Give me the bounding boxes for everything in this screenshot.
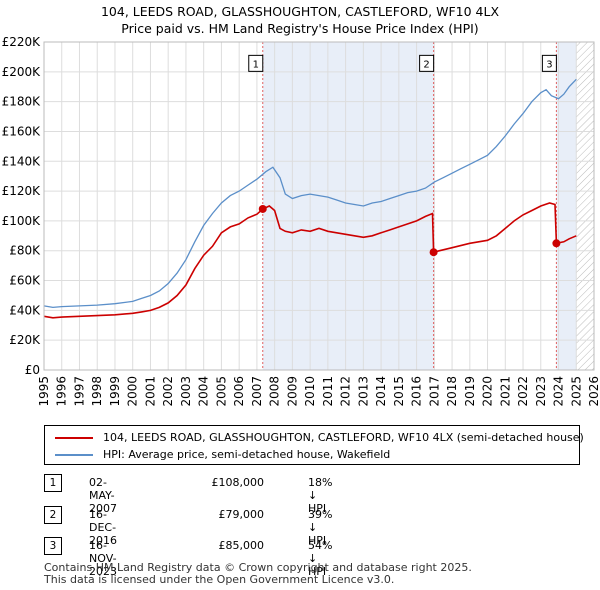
x-tick-label: 2003	[179, 376, 193, 407]
transaction-date: 16-NOV-2023	[89, 539, 117, 578]
x-tick-label: 1999	[108, 376, 122, 407]
x-tick-label: 2004	[197, 376, 211, 407]
x-tick-label: 2026	[587, 376, 600, 407]
sale-label-box	[541, 54, 557, 72]
price-chart: £0 £20K £40K £60K £80K £100K £120K £140K £160K £1…	[2, 35, 600, 407]
footer-license: This data is licensed under the Open Gov…	[44, 573, 395, 586]
sale-label-box	[248, 54, 264, 72]
x-tick-label: 2013	[356, 376, 370, 407]
chart-title-address: 104, LEEDS ROAD, GLASSHOUGHTON, CASTLEFO…	[100, 4, 500, 19]
x-tick-label: 1997	[72, 376, 86, 407]
sale-label-number: 3	[546, 59, 552, 70]
y-tick-label: £0	[25, 363, 40, 377]
x-tick-label: 2002	[161, 376, 175, 407]
x-tick-label: 2024	[552, 376, 566, 407]
x-tick-label: 2010	[303, 376, 317, 407]
transaction-date: 16-DEC-2016	[89, 508, 117, 547]
x-tick-label: 2011	[321, 376, 335, 407]
x-tick-label: 2023	[534, 376, 548, 407]
y-tick-label: £20K	[9, 333, 41, 347]
transaction-number: 3	[44, 537, 62, 555]
x-tick-label: 2007	[250, 376, 264, 407]
y-tick-label: £140K	[2, 154, 42, 168]
x-tick-label: 2014	[374, 376, 388, 407]
x-tick-label: 2016	[410, 376, 424, 407]
legend-label-property: 104, LEEDS ROAD, GLASSHOUGHTON, CASTLEFO…	[103, 431, 584, 444]
transaction-price: £79,000	[218, 508, 265, 521]
sale-label-number: 2	[423, 59, 429, 70]
y-tick-label: £120K	[2, 184, 42, 198]
y-tick-label: £80K	[9, 244, 41, 258]
y-tick-label: £160K	[2, 124, 42, 138]
property-price-line	[43, 202, 577, 319]
x-tick-label: 2020	[481, 376, 495, 407]
transaction-date: 02-MAY-2007	[89, 476, 117, 515]
legend-swatch-property	[55, 437, 93, 439]
x-tick-label: 2025	[569, 376, 583, 407]
transaction-number: 2	[44, 506, 62, 524]
transaction-hpi-diff: 39% ↓ HPI	[308, 508, 333, 547]
legend-swatch-hpi	[55, 454, 93, 456]
x-tick-label: 1996	[55, 376, 69, 407]
y-tick-label: £180K	[2, 95, 42, 109]
x-tick-label: 2005	[214, 376, 228, 407]
y-tick-label: £40K	[9, 303, 41, 317]
x-tick-label: 1995	[37, 376, 51, 407]
y-tick-label: £200K	[2, 65, 42, 79]
sale-point	[258, 204, 267, 213]
y-tick-label: £60K	[9, 274, 41, 288]
footer-copyright: Contains HM Land Registry data © Crown c…	[44, 561, 472, 574]
plot-border	[43, 41, 595, 371]
period-shade-1-2	[262, 42, 434, 370]
x-tick-label: 2021	[498, 376, 512, 407]
x-tick-label: 2015	[392, 376, 406, 407]
chart-legend: 104, LEEDS ROAD, GLASSHOUGHTON, CASTLEFO…	[44, 425, 584, 465]
x-tick-label: 2017	[427, 376, 441, 407]
transaction-price: £108,000	[211, 476, 265, 489]
x-tick-label: 2000	[126, 376, 140, 407]
sale-label-box	[419, 54, 435, 72]
x-tick-label: 1998	[90, 376, 104, 407]
x-tick-label: 2008	[268, 376, 282, 407]
sale-point	[429, 248, 438, 257]
future-hatch	[576, 42, 594, 370]
x-tick-label: 2006	[232, 376, 246, 407]
x-tick-label: 2018	[445, 376, 459, 407]
transaction-hpi-diff: 54% ↓ HPI	[308, 539, 333, 578]
y-tick-label: £220K	[2, 35, 42, 49]
sale-label-number: 1	[253, 59, 259, 70]
transaction-price: £85,000	[218, 539, 265, 552]
x-tick-label: 2012	[339, 376, 353, 407]
x-tick-label: 2019	[463, 376, 477, 407]
hpi-line	[43, 78, 577, 309]
x-tick-label: 2022	[516, 376, 530, 407]
x-tick-label: 2009	[285, 376, 299, 407]
x-tick-label: 2001	[143, 376, 157, 407]
y-tick-label: £100K	[2, 214, 42, 228]
transaction-number: 1	[44, 474, 62, 492]
sale-point	[552, 239, 561, 248]
legend-label-hpi: HPI: Average price, semi-detached house,…	[103, 448, 391, 461]
period-shade-3-now	[556, 42, 577, 370]
chart-subtitle: Price paid vs. HM Land Registry's House …	[121, 21, 479, 36]
transaction-hpi-diff: 18% ↓ HPI	[308, 476, 333, 515]
